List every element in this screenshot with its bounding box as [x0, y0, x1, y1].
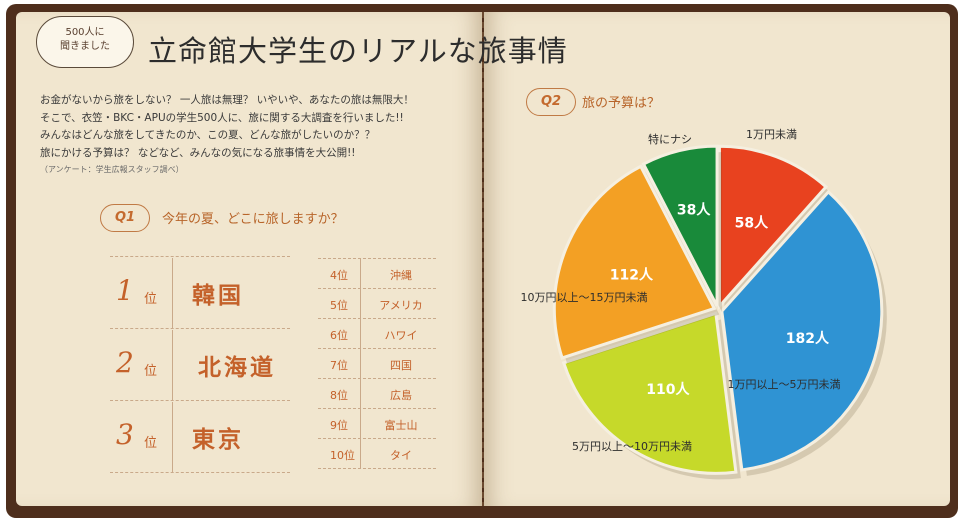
rank-row: 5位 アメリカ — [318, 289, 436, 319]
rank-place: タイ — [390, 449, 412, 462]
pie-category-label: 1万円以上〜5万円未満 — [728, 378, 841, 391]
pie-value-label: 182人 — [786, 330, 830, 347]
budget-pie-chart: 58人 1万円未満 182人 1万円以上〜5万円未満 110人 5万円以上〜10万円未満 1… — [521, 128, 887, 480]
rank-number: 3 — [116, 418, 134, 451]
pie-slice-100k-150k — [552, 164, 717, 360]
rank-divider — [360, 379, 361, 408]
rank-place: 北海道 — [198, 355, 276, 381]
rank-label: 8位 — [330, 389, 348, 402]
q2-badge: Q2 — [526, 88, 576, 116]
rank-place: ハワイ — [384, 329, 418, 342]
rank-number: 2 — [116, 346, 134, 379]
rank-label: 6位 — [330, 329, 348, 342]
rank-divider — [360, 319, 361, 348]
rank-row: 10位 タイ — [318, 439, 436, 469]
rank-divider — [172, 402, 173, 472]
rank-row-2: 2 位 北海道 — [110, 330, 290, 401]
pie-value-label: 58人 — [735, 215, 769, 232]
rank-place: 富士山 — [384, 419, 418, 432]
rank-place: 広島 — [390, 389, 412, 402]
pie-slice-none — [641, 144, 719, 307]
rank-label: 9位 — [330, 419, 348, 432]
pie-value-label: 110人 — [646, 381, 690, 398]
rank-list-4-10: 4位 沖縄 5位 アメリカ 6位 ハワイ 7位 四国 8位 広島 9位 富士山 10位 タイ — [318, 258, 436, 469]
pie-slice-10k-50k — [720, 189, 884, 472]
rank-divider — [360, 259, 361, 288]
pie-slice-50k-100k — [561, 311, 738, 475]
q2-question: 旅の予算は？ — [582, 96, 661, 111]
intro-line-1: お金がないから旅をしない？ 一人旅は無理？ いやいや、あなたの旅は無限大！ — [40, 94, 414, 106]
rank-suffix: 位 — [144, 292, 158, 307]
rank-row: 8位 広島 — [318, 379, 436, 409]
rank-label: 7位 — [330, 359, 348, 372]
rank-divider — [172, 258, 173, 328]
rank-row-3: 3 位 東京 — [110, 402, 290, 473]
rank-suffix: 位 — [144, 436, 158, 451]
pie-category-label: 特にナシ — [648, 132, 692, 146]
pie-category-label: 5万円以上〜10万円未満 — [572, 440, 692, 453]
pie-value-label: 112人 — [610, 266, 654, 283]
pie-value-label: 38人 — [677, 202, 711, 219]
rank-row: 6位 ハワイ — [318, 319, 436, 349]
rank-divider — [172, 330, 173, 400]
rank-place: 沖縄 — [390, 269, 412, 282]
left-page — [16, 12, 482, 506]
speech-bubble: 500人に 聞きました — [36, 16, 134, 68]
rank-suffix: 位 — [144, 364, 158, 379]
rank-place: アメリカ — [379, 299, 423, 312]
rank-row: 7位 四国 — [318, 349, 436, 379]
intro-line-2: そこで、衣笠・BKC・APUの学生500人に、旅に関する大調査を行いました!! — [40, 111, 404, 124]
intro-line-3: みんなはどんな旅をしてきたのか、この夏、どんな旅がしたいのか？？ — [40, 129, 376, 141]
survey-source: （アンケート：学生広報スタッフ調べ） — [40, 165, 184, 174]
rank-divider — [360, 289, 361, 318]
bubble-line-2: 聞きました — [60, 41, 110, 52]
pie-slice-under-10k — [717, 144, 829, 311]
rank-label: 5位 — [330, 299, 348, 312]
rank-row: 4位 沖縄 — [318, 258, 436, 289]
intro-line-4: 旅にかける予算は？ などなど、みんなの気になる旅事情を大公開!! — [40, 146, 356, 159]
rank-number: 1 — [116, 274, 134, 307]
rank-place: 韓国 — [192, 283, 244, 309]
rank-row: 9位 富士山 — [318, 409, 436, 439]
bubble-line-1: 500人に — [65, 27, 105, 38]
rank-label: 10位 — [330, 449, 355, 462]
rank-divider — [360, 349, 361, 378]
rank-top-border — [110, 256, 290, 257]
page-spine — [482, 12, 484, 506]
rank-label: 4位 — [330, 269, 348, 282]
pie-category-label: 10万円以上〜15万円未満 — [521, 291, 648, 304]
intro-text: お金がないから旅をしない？ 一人旅は無理？ いやいや、あなたの旅は無限大！ そこ… — [40, 92, 460, 162]
rank-place: 東京 — [192, 427, 244, 453]
rank-place: 四国 — [390, 359, 412, 372]
rank-divider — [360, 409, 361, 438]
q1-question: 今年の夏、どこに旅しますか？ — [162, 212, 344, 227]
q1-badge: Q1 — [100, 204, 150, 232]
page-title: 立命館大学生のリアルな旅事情 — [148, 34, 568, 68]
rank-divider — [360, 439, 361, 468]
pie-category-label: 1万円未満 — [746, 128, 797, 141]
rank-row-1: 1 位 韓国 — [110, 258, 290, 329]
